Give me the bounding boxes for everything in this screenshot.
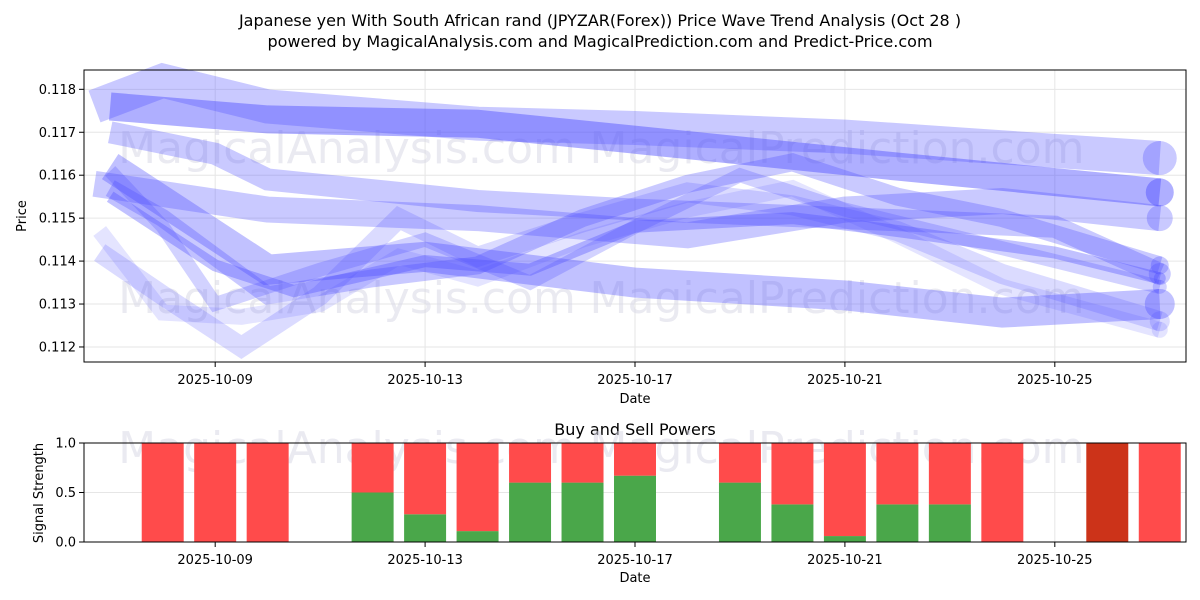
price-waves xyxy=(88,62,1177,359)
price-x-tick-label: 2025-10-13 xyxy=(387,373,463,388)
price-y-label: Price xyxy=(15,200,30,232)
price-x-tick-label: 2025-10-25 xyxy=(1017,373,1093,388)
price-watermarks: MagicalAnalysis.com MagicalPrediction.co… xyxy=(118,123,1084,324)
power-x-tick-label: 2025-10-13 xyxy=(387,553,463,568)
power-x-label: Date xyxy=(619,571,650,586)
price-wave-2 xyxy=(92,170,1162,249)
buy-bar xyxy=(561,482,604,542)
watermark-analysis-bottom: MagicalAnalysis.com xyxy=(118,273,576,324)
buy-bar xyxy=(404,514,447,542)
watermark-prediction-bottom: MagicalPrediction.com xyxy=(590,273,1085,324)
power-y-label: Signal Strength xyxy=(32,443,47,543)
price-wave-end-cap xyxy=(1149,311,1170,332)
buy-bar xyxy=(509,482,552,542)
price-chart: MagicalAnalysis.com MagicalPrediction.co… xyxy=(15,62,1187,407)
power-x-tick-label: 2025-10-17 xyxy=(597,553,673,568)
price-x-ticks: 2025-10-09 2025-10-13 2025-10-17 2025-10-21… xyxy=(177,362,1093,388)
sell-bar xyxy=(876,443,919,505)
price-wave-end-cap xyxy=(1146,205,1173,232)
price-y-ticks: 0.112 0.113 0.114 0.115 0.116 0.117 0.118 xyxy=(39,83,84,355)
price-y-tick-label: 0.112 xyxy=(39,340,76,355)
power-y-tick-label: 0.5 xyxy=(55,486,76,501)
buy-bar xyxy=(876,504,919,542)
sell-bar xyxy=(246,443,289,542)
buy-bar xyxy=(928,504,971,542)
price-wave-8 xyxy=(93,179,1162,338)
price-x-label: Date xyxy=(619,392,650,407)
sell-bar xyxy=(771,443,814,505)
sell-bar xyxy=(509,443,552,483)
price-wave-end-cap xyxy=(1148,262,1171,285)
power-chart-title: Buy and Sell Powers xyxy=(554,420,716,439)
chart-title-line2: powered by MagicalAnalysis.com and Magic… xyxy=(267,32,932,51)
power-x-tick-label: 2025-10-25 xyxy=(1017,553,1093,568)
power-y-ticks: 0.0 0.5 1.0 xyxy=(55,437,84,551)
buy-bar xyxy=(771,504,814,542)
price-grid xyxy=(84,70,1186,362)
power-x-tick-label: 2025-10-21 xyxy=(807,553,883,568)
price-wave-9 xyxy=(109,92,1162,207)
price-y-tick-label: 0.113 xyxy=(39,298,76,313)
watermark-analysis-top: MagicalAnalysis.com xyxy=(118,123,576,174)
price-y-tick-label: 0.114 xyxy=(39,255,76,270)
power-bars xyxy=(141,443,1181,542)
sell-bar xyxy=(141,443,184,542)
sell-bar xyxy=(718,443,761,483)
sell-bar xyxy=(614,443,656,476)
chart-title-line1: Japanese yen With South African rand (JP… xyxy=(238,11,961,30)
price-wave-3 xyxy=(108,121,1165,285)
price-y-tick-label: 0.115 xyxy=(39,212,76,227)
power-y-tick-label: 0.0 xyxy=(55,536,76,551)
price-x-tick-label: 2025-10-17 xyxy=(597,373,673,388)
power-y-tick-label: 1.0 xyxy=(55,437,76,452)
sell-bar xyxy=(981,443,1024,542)
buy-bar xyxy=(718,482,761,542)
price-x-tick-label: 2025-10-21 xyxy=(807,373,883,388)
price-wave-end-cap xyxy=(1150,256,1169,275)
sell-bar xyxy=(194,443,237,542)
sell-bar xyxy=(351,443,394,493)
price-y-tick-label: 0.118 xyxy=(39,83,76,98)
sell-bar xyxy=(823,443,866,537)
watermark-analysis-power: MagicalAnalysis.com xyxy=(118,423,576,474)
price-wave-6 xyxy=(105,166,1162,313)
watermark-prediction-top: MagicalPrediction.com xyxy=(590,123,1085,174)
power-chart: Buy and Sell Powers MagicalAnalysis.com … xyxy=(32,420,1187,586)
price-wave-end-cap xyxy=(1152,279,1167,294)
buy-bar xyxy=(614,475,656,542)
sell-bar xyxy=(456,443,499,532)
sell-bar xyxy=(928,443,971,505)
price-wave-7 xyxy=(94,182,1163,359)
price-y-tick-label: 0.117 xyxy=(39,126,76,141)
price-wave-1 xyxy=(88,62,1161,175)
price-wave-end-cap xyxy=(1145,178,1174,207)
sell-bar xyxy=(1086,443,1129,542)
buy-bar xyxy=(351,492,394,542)
price-wave-end-cap xyxy=(1144,289,1175,320)
price-wave-5 xyxy=(105,153,1163,305)
buy-bar xyxy=(456,531,499,542)
price-wave-4 xyxy=(101,154,1161,328)
price-y-tick-label: 0.116 xyxy=(39,169,76,184)
price-wave-end-cap xyxy=(1142,141,1177,176)
price-wave-end-cap xyxy=(1151,321,1168,338)
price-x-tick-label: 2025-10-09 xyxy=(177,373,253,388)
buy-bar xyxy=(823,536,866,542)
power-x-tick-label: 2025-10-09 xyxy=(177,553,253,568)
price-wave-10 xyxy=(106,191,1162,298)
power-x-ticks: 2025-10-09 2025-10-13 2025-10-17 2025-10-21… xyxy=(177,542,1093,568)
sell-bar xyxy=(561,443,604,483)
price-wave-end-cap xyxy=(1153,272,1166,285)
sell-bar xyxy=(1138,443,1181,542)
sell-bar xyxy=(404,443,447,515)
